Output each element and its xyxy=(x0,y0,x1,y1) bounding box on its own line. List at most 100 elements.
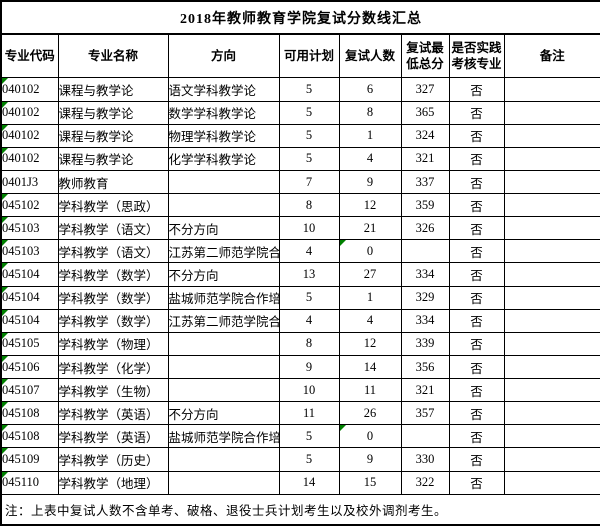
cell-name: 学科教学（物理） xyxy=(57,331,169,356)
cell-direction xyxy=(167,354,280,380)
cell-count: 4 xyxy=(338,308,402,333)
cell-name: 课程与教学论 xyxy=(57,123,169,148)
cell-practical: 否 xyxy=(448,378,505,403)
cell-practical: 否 xyxy=(448,470,505,495)
cell-min-score: 365 xyxy=(400,100,450,125)
cell-count: 11 xyxy=(338,378,402,403)
cell-name: 学科教学（数学） xyxy=(57,262,169,287)
cell-direction: 不分方向 xyxy=(167,216,280,241)
cell-plan: 10 xyxy=(278,378,340,403)
cell-plan: 10 xyxy=(278,216,340,241)
cell-count: 21 xyxy=(338,216,402,241)
cell-code: 045105 xyxy=(0,331,59,356)
page-title: 2018年教师教育学院复试分数线汇总 xyxy=(0,0,600,36)
cell-min-score: 321 xyxy=(400,146,450,171)
column-header-count: 复试人数 xyxy=(338,33,402,79)
table-row: 045110 学科教学（地理） 14 15 322 否 xyxy=(0,470,600,495)
cell-direction: 不分方向 xyxy=(167,401,280,426)
cell-remark xyxy=(503,285,600,310)
column-header-name: 专业名称 xyxy=(57,33,169,79)
cell-code: 045103 xyxy=(0,239,59,264)
cell-direction xyxy=(167,447,280,472)
cell-remark xyxy=(503,447,600,472)
cell-plan: 5 xyxy=(278,123,340,148)
cell-remark xyxy=(503,77,600,102)
cell-min-score: 321 xyxy=(400,378,450,403)
table-row: 045102 学科教学（思政） 8 12 359 否 xyxy=(0,193,600,218)
cell-count: 0 xyxy=(338,239,402,264)
cell-practical: 否 xyxy=(448,100,505,125)
cell-code: 040102 xyxy=(0,123,59,148)
cell-code: 040102 xyxy=(0,146,59,171)
cell-direction xyxy=(167,331,280,356)
cell-name: 教师教育 xyxy=(57,169,169,195)
table-row: 0401J3 教师教育 7 9 337 否 xyxy=(0,169,600,195)
table-row: 040102 课程与教学论 语文学科教学论 5 6 327 否 xyxy=(0,77,600,102)
cell-practical: 否 xyxy=(448,331,505,356)
cell-code: 045104 xyxy=(0,262,59,287)
cell-practical: 否 xyxy=(448,424,505,449)
cell-min-score: 337 xyxy=(400,169,450,195)
cell-min-score: 324 xyxy=(400,123,450,148)
cell-direction: 数学学科教学论 xyxy=(167,100,280,125)
cell-plan: 8 xyxy=(278,193,340,218)
cell-min-score xyxy=(400,239,450,264)
cell-code: 045102 xyxy=(0,193,59,218)
cell-practical: 否 xyxy=(448,123,505,148)
cell-remark xyxy=(503,146,600,171)
cell-min-score: 326 xyxy=(400,216,450,241)
cell-name: 学科教学（英语） xyxy=(57,401,169,426)
cell-direction xyxy=(167,470,280,495)
cell-direction: 盐城师范学院合作培养 xyxy=(167,424,280,449)
cell-name: 学科教学（语文） xyxy=(57,239,169,264)
cell-plan: 8 xyxy=(278,331,340,356)
cell-count: 12 xyxy=(338,331,402,356)
cell-name: 学科教学（思政） xyxy=(57,193,169,218)
cell-plan: 9 xyxy=(278,354,340,380)
cell-remark xyxy=(503,378,600,403)
note-row: 注：上表中复试人数不含单考、破格、退役士兵计划考生以及校外调剂考生。 xyxy=(0,493,600,526)
cell-name: 学科教学（数学） xyxy=(57,285,169,310)
table-row: 045105 学科教学（物理） 8 12 339 否 xyxy=(0,331,600,356)
cell-direction: 物理学科教学论 xyxy=(167,123,280,148)
table-row: 045104 学科教学（数学） 盐城师范学院合作培养 5 1 329 否 xyxy=(0,285,600,310)
cell-count: 1 xyxy=(338,123,402,148)
cell-name: 课程与教学论 xyxy=(57,77,169,102)
cell-code: 045106 xyxy=(0,354,59,380)
cell-remark xyxy=(503,193,600,218)
cell-count: 1 xyxy=(338,285,402,310)
cell-practical: 否 xyxy=(448,146,505,171)
column-header-direction: 方向 xyxy=(167,33,280,79)
cell-plan: 14 xyxy=(278,470,340,495)
cell-min-score: 322 xyxy=(400,470,450,495)
cell-direction: 语文学科教学论 xyxy=(167,77,280,102)
table-row: 045108 学科教学（英语） 盐城师范学院合作培养 5 0 否 xyxy=(0,424,600,449)
table-row: 045106 学科教学（化学） 9 14 356 否 xyxy=(0,354,600,380)
cell-count: 27 xyxy=(338,262,402,287)
cell-practical: 否 xyxy=(448,285,505,310)
cell-plan: 7 xyxy=(278,169,340,195)
cell-direction: 江苏第二师范学院合作培养 xyxy=(167,308,280,333)
cell-name: 学科教学（历史） xyxy=(57,447,169,472)
table-row: 040102 课程与教学论 化学学科教学论 5 4 321 否 xyxy=(0,146,600,171)
cell-count: 0 xyxy=(338,424,402,449)
table-row: 040102 课程与教学论 数学学科教学论 5 8 365 否 xyxy=(0,100,600,125)
cell-remark xyxy=(503,308,600,333)
cell-practical: 否 xyxy=(448,216,505,241)
cell-remark xyxy=(503,169,600,195)
cell-plan: 5 xyxy=(278,100,340,125)
cell-count: 14 xyxy=(338,354,402,380)
cell-direction xyxy=(167,193,280,218)
cell-code: 045104 xyxy=(0,285,59,310)
cell-practical: 否 xyxy=(448,354,505,380)
cell-remark xyxy=(503,354,600,380)
cell-code: 045104 xyxy=(0,308,59,333)
cell-plan: 5 xyxy=(278,77,340,102)
cell-remark xyxy=(503,401,600,426)
column-header-code: 专业代码 xyxy=(0,33,59,79)
table-row: 045103 学科教学（语文） 不分方向 10 21 326 否 xyxy=(0,216,600,241)
footnote: 注：上表中复试人数不含单考、破格、退役士兵计划考生以及校外调剂考生。 xyxy=(0,493,600,526)
cell-remark xyxy=(503,239,600,264)
